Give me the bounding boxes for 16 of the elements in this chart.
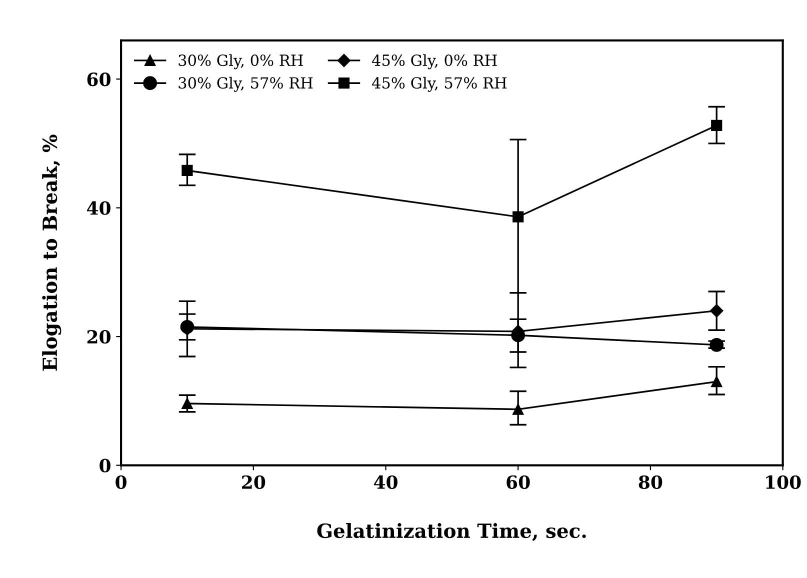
x-tick-label: 20 <box>242 475 266 489</box>
y-tick-label: 0 <box>100 458 110 472</box>
y-tick-label: 40 <box>86 201 110 215</box>
x-tick-label: 100 <box>766 475 801 489</box>
x-tick-label: 0 <box>116 475 126 489</box>
legend-label: 45% Gly, 57% RH <box>372 76 507 92</box>
y-tick-label: 20 <box>87 330 110 344</box>
x-tick-label: 60 <box>506 475 530 489</box>
x-tick-label: 80 <box>638 475 662 489</box>
legend-label: 45% Gly, 0% RH <box>372 54 497 70</box>
x-axis-title: Gelatinization Time, sec. <box>317 523 586 542</box>
legend-label: 30% Gly, 57% RH <box>178 76 313 92</box>
y-axis-title: Elogation to Break, % <box>42 134 62 371</box>
y-tick-label: 60 <box>87 72 110 86</box>
x-tick-label: 40 <box>374 475 398 489</box>
legend-label: 30% Gly, 0% RH <box>178 54 303 70</box>
